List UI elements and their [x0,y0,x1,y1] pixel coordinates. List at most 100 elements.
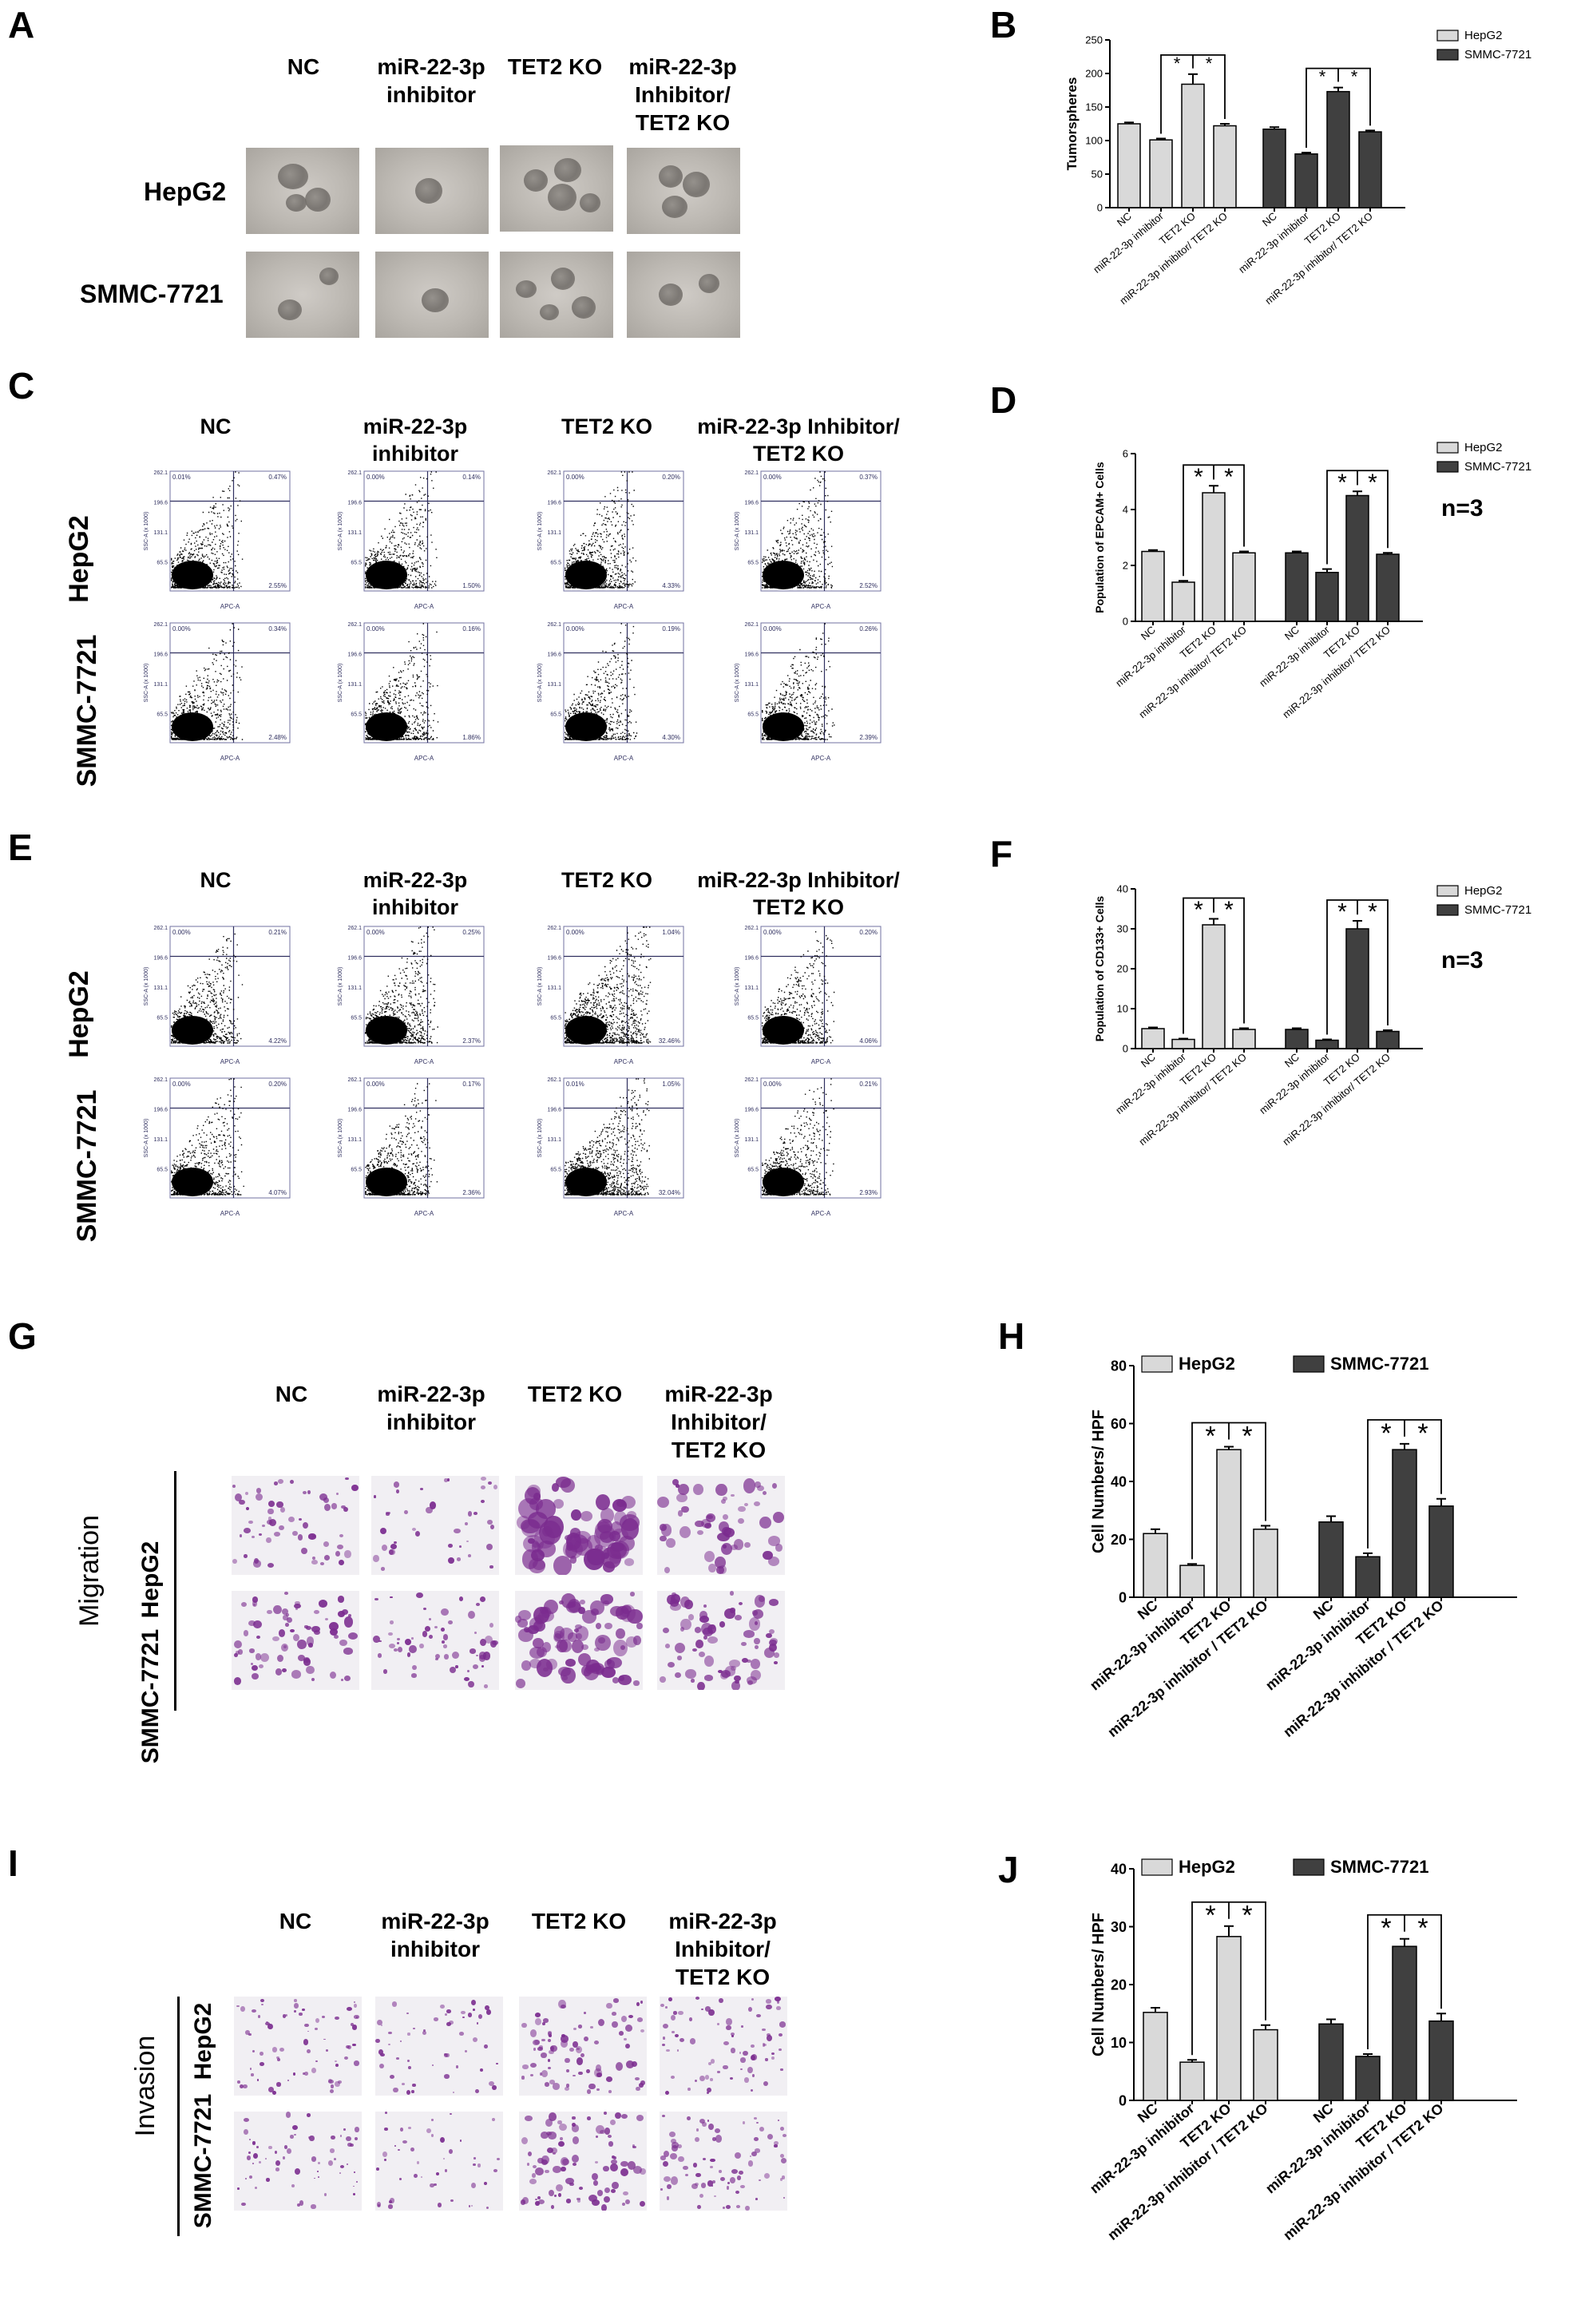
flow-plot-frame [760,926,882,1047]
stained-cell [482,1652,491,1660]
stained-cell [537,2046,543,2051]
stained-cell [399,2127,404,2132]
stained-cell [577,2199,581,2203]
flow-x-axis-label: APC-A [614,1210,634,1217]
stained-cell [620,1518,640,1540]
stained-cell [636,2114,644,2122]
stained-cell [537,2196,541,2200]
flow-x-axis-label: APC-A [811,1210,831,1217]
significance-star: * [1205,1421,1215,1451]
stained-cell [317,2175,320,2179]
legend-swatch [1436,461,1459,473]
stained-cell [294,1603,301,1609]
stained-cell [308,1533,316,1540]
stained-cell [719,1565,727,1574]
y-tick-label: 4 [1123,504,1128,516]
bar [1376,553,1400,622]
stained-cell [244,2178,248,2180]
stained-cell [540,2052,547,2058]
stained-cell [432,2064,434,2066]
stained-cell [292,1633,299,1642]
stained-cell [329,1622,339,1632]
stained-cell [267,1501,275,1507]
stained-cell [712,2179,716,2184]
stained-cell [329,1671,337,1680]
stained-cell [699,2194,703,2199]
flow-plot-frame [363,926,485,1047]
bar [1318,1521,1344,1598]
stained-cell [531,2173,536,2178]
stained-cell [747,1680,754,1685]
stained-cell [743,1502,749,1507]
stained-cell [318,2162,321,2165]
stained-cell [731,1493,735,1497]
stained-cell [532,1559,545,1570]
stained-cell [572,2116,576,2120]
panel-g-col-header-1: NC [275,1382,308,1406]
stained-cell [697,1682,706,1690]
stained-cell [542,1641,552,1652]
flow-y-tick: 65.5 [157,1016,168,1021]
stained-cell [273,1604,283,1614]
y-tick-label: 50 [1092,169,1103,180]
y-tick-label: 150 [1085,101,1103,113]
stained-cell [558,2123,567,2132]
stained-cell [464,2049,468,2052]
stained-cell [446,2021,451,2027]
stained-cell [593,1647,600,1652]
stained-cell [695,1997,699,2000]
stained-cell [294,2168,300,2175]
flow-x-axis-label: APC-A [811,603,831,610]
stained-cell [565,1659,576,1668]
bar [1294,153,1318,208]
stained-cell [687,2116,691,2121]
transwell-image [232,1591,359,1690]
panel-letter-c: C [8,365,35,407]
stained-cell [666,2195,670,2200]
flow-plot: 262.1 196.6 131.1 65.5 SSC-A (x 1000) APC-A 0.… [537,1077,684,1217]
stained-cell [278,1479,284,1484]
stained-cell [390,1544,398,1550]
stained-cell [256,1635,261,1639]
flow-y-tick: 196.6 [547,501,561,506]
stained-cell [375,2167,380,2171]
stained-cell [670,2014,676,2021]
flow-y-tick: 262.1 [153,1077,168,1083]
stained-cell [470,1999,476,2005]
stained-cell [241,2202,246,2206]
transwell-image [657,1591,785,1690]
stained-cell [714,1557,726,1569]
stained-cell [580,1510,593,1521]
stained-cell [468,1554,472,1557]
stained-cell [489,1525,494,1530]
flow-x-axis-label: APC-A [220,603,240,610]
flow-dense-core [763,1016,804,1045]
stained-cell [691,1679,695,1683]
stained-cell [668,2132,676,2137]
y-axis-label: Cell Numbers/ HPF [1090,1913,1107,2056]
flow-dense-core [366,561,407,589]
x-category-label: miR-22-3p inhibitor / TET2 KO [1104,2100,1270,2243]
stained-cell [315,2017,320,2024]
stained-cell [454,1528,461,1534]
stained-cell [319,1562,325,1566]
bar [1232,1029,1256,1049]
stained-cell [573,2028,577,2031]
stained-cell [260,1998,265,2003]
stained-cell [272,1636,279,1641]
stained-cell [664,1566,671,1573]
stained-cell [533,2039,541,2046]
bar [1179,1565,1205,1598]
stained-cell [301,2008,305,2012]
stained-cell [671,1593,680,1604]
flow-dense-core [763,712,804,741]
transwell-image [515,1591,643,1690]
stained-cell [730,2048,735,2053]
stained-cell [754,1595,766,1608]
flow-plot: 262.1 196.6 131.1 65.5 SSC-A (x 1000) APC-A 0.… [144,470,291,610]
stained-cell [768,1556,780,1566]
stained-cell [441,1640,446,1644]
stained-cell [411,1637,414,1640]
stained-cell [469,1648,477,1654]
bar [1345,494,1369,622]
